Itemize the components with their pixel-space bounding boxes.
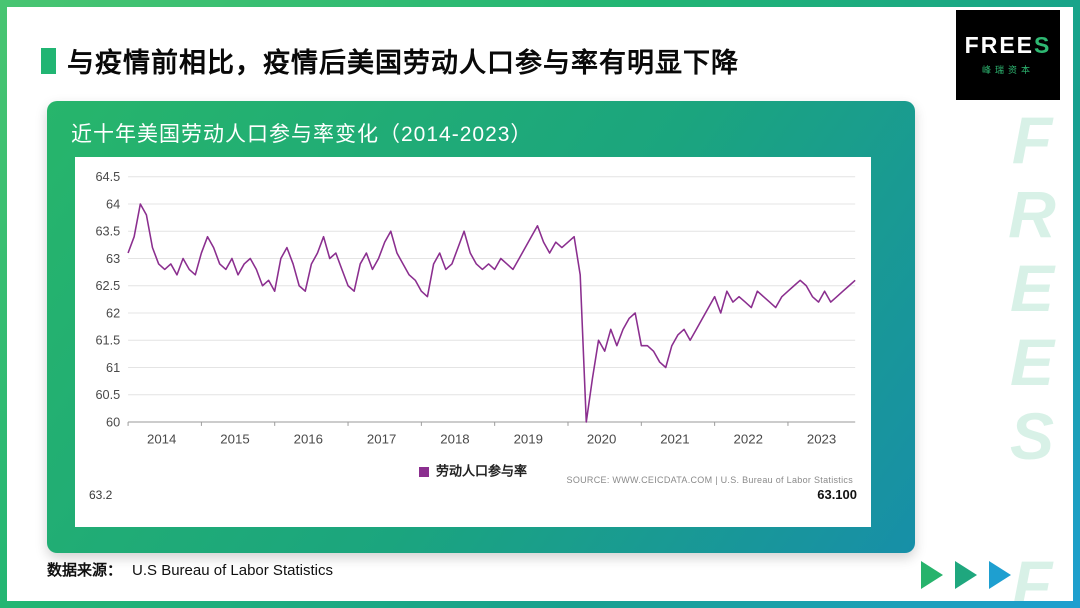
svg-text:2023: 2023 bbox=[807, 431, 836, 446]
arrow-right-icon bbox=[955, 561, 977, 589]
svg-text:63: 63 bbox=[106, 252, 120, 266]
logo-subtitle: 峰瑞资本 bbox=[981, 65, 1034, 75]
svg-text:2019: 2019 bbox=[514, 431, 543, 446]
svg-text:63.5: 63.5 bbox=[95, 225, 120, 239]
slide-header: 与疫情前相比，疫情后美国劳动人口参与率有明显下降 bbox=[41, 41, 739, 80]
arrow-right-icon bbox=[921, 561, 943, 589]
svg-text:60.5: 60.5 bbox=[95, 388, 120, 402]
decoration-arrows bbox=[921, 561, 1011, 589]
svg-text:62: 62 bbox=[106, 306, 120, 320]
data-source-footer: 数据来源： U.S Bureau of Labor Statistics bbox=[47, 559, 333, 580]
arrow-right-icon bbox=[989, 561, 1011, 589]
page-title: 与疫情前相比，疫情后美国劳动人口参与率有明显下降 bbox=[67, 48, 739, 78]
svg-text:64: 64 bbox=[106, 197, 120, 211]
data-source-text: U.S Bureau of Labor Statistics bbox=[132, 562, 333, 579]
svg-text:60: 60 bbox=[106, 415, 120, 429]
svg-text:2017: 2017 bbox=[367, 431, 396, 446]
svg-text:61.5: 61.5 bbox=[95, 334, 120, 348]
legend-label: 劳动人口参与率 bbox=[435, 463, 527, 479]
chart-panel-footer: 63.2 63.100 bbox=[83, 483, 863, 504]
watermark-text: FREES FUND bbox=[995, 103, 1069, 601]
chart-legend: 劳动人口参与率 SOURCE: WWW.CEICDATA.COM | U.S. … bbox=[83, 459, 863, 485]
logo-wordmark: FREES bbox=[965, 34, 1052, 57]
svg-text:62.5: 62.5 bbox=[95, 279, 120, 293]
panel-bottom-left-value: 63.2 bbox=[89, 488, 113, 502]
latest-value-label: 63.100 bbox=[817, 487, 857, 502]
svg-text:2018: 2018 bbox=[440, 431, 469, 446]
svg-text:64.5: 64.5 bbox=[95, 170, 120, 184]
labor-participation-line-chart: 64.5 64 63.5 63 62.5 62 61.5 61 60.5 60 2014 2015 20… bbox=[95, 170, 856, 446]
svg-text:2020: 2020 bbox=[587, 431, 616, 446]
svg-text:61: 61 bbox=[106, 361, 120, 375]
logo-word-white: FREE bbox=[964, 32, 1034, 58]
svg-text:2021: 2021 bbox=[660, 431, 689, 446]
svg-text:2016: 2016 bbox=[294, 431, 323, 446]
logo-word-green: S bbox=[1034, 32, 1052, 58]
chart-panel: 64.5 64 63.5 63 62.5 62 61.5 61 60.5 60 2014 2015 20… bbox=[75, 157, 871, 527]
chart-card-title: 近十年美国劳动人口参与率变化（2014-2023） bbox=[71, 123, 533, 146]
svg-text:2022: 2022 bbox=[734, 431, 763, 446]
legend-swatch-icon bbox=[418, 466, 429, 477]
brand-logo: FREES 峰瑞资本 bbox=[956, 10, 1060, 100]
chart-card: 近十年美国劳动人口参与率变化（2014-2023） 64.5 64 63.5 63 62… bbox=[47, 101, 915, 553]
svg-text:2014: 2014 bbox=[147, 431, 176, 446]
svg-text:2015: 2015 bbox=[220, 431, 249, 446]
data-source-label: 数据来源： bbox=[47, 562, 123, 579]
slide: FREES FUND 与疫情前相比，疫情后美国劳动人口参与率有明显下降 FREE… bbox=[7, 7, 1073, 601]
title-marker-icon bbox=[41, 47, 56, 74]
chart-source-text: SOURCE: WWW.CEICDATA.COM | U.S. Bureau o… bbox=[566, 475, 853, 485]
